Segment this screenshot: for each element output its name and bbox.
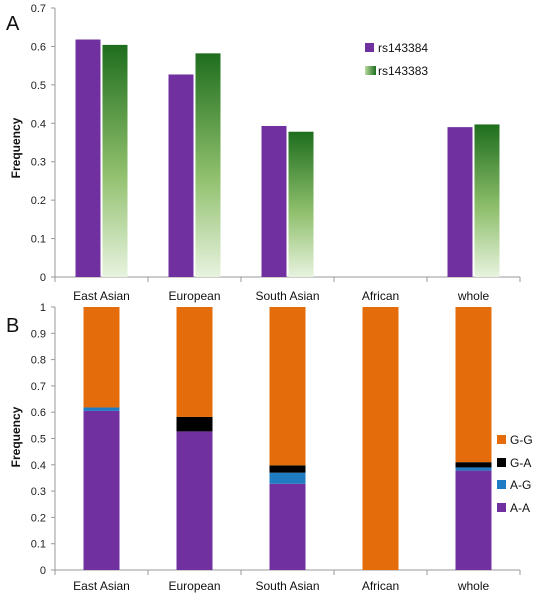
panel-b-segment-a-a-east-asian: [83, 410, 120, 570]
panel-b-y-tick-label: 0: [40, 565, 46, 577]
panel-b-y-tick-label: 0.1: [31, 539, 46, 551]
panel-b-category-label: whole: [457, 579, 490, 593]
legend-label-a-g: A-G: [510, 478, 531, 492]
panel-a-y-tick-label: 0.3: [31, 157, 46, 169]
panel-a-bar-rs143384-east-asian: [75, 39, 101, 277]
panel-a-y-tick-label: 0.6: [31, 41, 46, 53]
legend-swatch-g-g: [497, 435, 506, 444]
legend-label-a-a: A-A: [510, 501, 530, 515]
panel-a-chart: 0 0.1 0.2 0.3 0.4 0.5 0.6 0.7 East Asian European…: [31, 3, 521, 303]
panel-a-y-tick-label: 0: [40, 272, 46, 284]
panel-b-y-tick-label: 0.4: [31, 460, 46, 472]
legend-label-g-g: G-G: [510, 433, 533, 447]
panel-b-segment-g-a-european: [176, 416, 213, 432]
legend-swatch-a-g: [497, 480, 506, 489]
panel-b-segment-g-a-whole: [455, 462, 492, 468]
panel-b-segment-a-a-south-asian: [269, 483, 306, 570]
panel-a-y-tick-label: 0.4: [31, 118, 46, 130]
panel-b-segment-g-a-south-asian: [269, 465, 306, 473]
panel-a-bar-rs143384-european: [168, 74, 194, 277]
panel-b-segment-g-g-whole: [455, 307, 492, 463]
panel-a-bar-rs143383-south-asian: [288, 131, 314, 277]
panel-b-y-tick-label: 0.7: [31, 381, 46, 393]
panel-a-y-tick-label: 0.2: [31, 195, 46, 207]
panel-b-ylabel: Frequency: [9, 406, 23, 467]
panel-a-bar-rs143383-whole: [474, 124, 500, 277]
panel-b-category-label: European: [168, 579, 220, 593]
panel-a-bar-rs143383-east-asian: [102, 44, 128, 277]
panel-b-segment-a-g-east-asian: [83, 407, 120, 411]
legend-swatch-rs143383: [365, 66, 376, 75]
panel-b-segment-g-g-east-asian: [83, 307, 120, 408]
panel-b-y-tick-label: 0.9: [31, 328, 46, 340]
panel-b-segment-a-a-whole: [455, 470, 492, 570]
panel-a-category-label: whole: [457, 289, 490, 303]
panel-a-category-label: European: [168, 289, 220, 303]
legend-swatch-rs143384: [365, 43, 374, 52]
panel-b-segment-g-g-african: [362, 307, 399, 570]
legend-swatch-g-a: [497, 458, 506, 467]
panel-b-label: B: [6, 315, 19, 337]
panel-b-segment-g-g-european: [176, 307, 213, 417]
panel-b-segment-a-a-european: [176, 431, 213, 570]
panel-b-y-tick-label: 0.5: [31, 434, 46, 446]
panel-a-bar-rs143384-south-asian: [261, 125, 287, 278]
panel-b-y-tick-label: 0.8: [31, 355, 46, 367]
panel-b-y-tick-label: 0.3: [31, 486, 46, 498]
panel-a-category-label: African: [362, 289, 399, 303]
legend-swatch-a-a: [497, 503, 506, 512]
panel-a-label: A: [6, 13, 20, 35]
panel-a-bar-rs143384-whole: [447, 127, 473, 277]
panel-b-segment-a-g-whole: [455, 467, 492, 471]
panel-a-category-label: East Asian: [73, 289, 130, 303]
panel-b-segment-g-g-south-asian: [269, 307, 306, 466]
legend-label-rs143383: rs143383: [378, 64, 428, 78]
panel-b-y-tick-label: 0.2: [31, 512, 46, 524]
panel-a-y-tick-label: 0.7: [31, 3, 46, 15]
panel-a-y-tick-label: 0.1: [31, 234, 46, 246]
panel-a-ylabel: Frequency: [9, 117, 23, 178]
panel-b-y-tick-label: 0.6: [31, 407, 46, 419]
panel-b-y-tick-label: 1: [40, 302, 46, 314]
panel-b-chart: 0 0.1 0.2 0.3 0.4 0.5 0.6 0.7 0.8 0.9 1 East Asian E…: [31, 302, 533, 593]
panel-a-category-label: South Asian: [255, 289, 319, 303]
panel-b-category-label: South Asian: [255, 579, 319, 593]
panel-b-category-label: African: [362, 579, 399, 593]
panel-b-category-label: East Asian: [73, 579, 130, 593]
panel-b-segment-a-g-south-asian: [269, 472, 306, 484]
panel-a-y-tick-label: 0.5: [31, 80, 46, 92]
legend-label-rs143384: rs143384: [378, 41, 428, 55]
panel-a-bar-rs143383-european: [195, 53, 221, 277]
legend-label-g-a: G-A: [510, 456, 531, 470]
